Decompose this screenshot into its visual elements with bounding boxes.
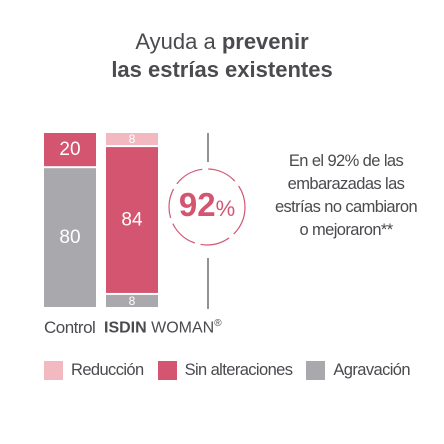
legend: Reducción Sin alteraciones Agravación — [44, 358, 424, 382]
title-line2: las estrías existentes — [111, 57, 333, 82]
bar-segment-0-1 — [44, 133, 96, 167]
legend-label-reduccion: Reducción — [71, 360, 144, 379]
bar-value-label-1-1: 84 — [121, 210, 143, 231]
legend-swatch-sin-alteraciones — [157, 360, 177, 380]
legend-item-reduccion: Reducción — [44, 360, 144, 380]
x-label-isdin-product: WOMAN — [151, 319, 215, 337]
bar-segment-1-2 — [106, 294, 158, 307]
bar-segment-0-2 — [44, 168, 96, 307]
x-label-isdin-brand: ISDIN — [104, 319, 147, 337]
percentage-badge: 92% — [171, 183, 243, 227]
chart-title: Ayuda a prevenir las estrías existentes — [0, 28, 444, 84]
registered-mark: ® — [214, 318, 222, 329]
legend-label-agravacion: Agravación — [333, 360, 410, 379]
legend-item-sin-alteraciones: Sin alteraciones — [157, 360, 293, 380]
bar-value-label-1-0: 8 — [129, 132, 136, 146]
bar-value-label-0-2: 80 — [59, 227, 80, 248]
x-label-isdin-woman: ISDIN WOMAN® — [104, 318, 222, 337]
percentage-value: 92 — [178, 186, 216, 223]
legend-swatch-agravacion — [306, 360, 326, 380]
legend-item-agravacion: Agravación — [306, 360, 411, 380]
title-line1-prefix: Ayuda a — [135, 29, 216, 54]
side-annotation: En el 92% de las embarazadas las estrías… — [274, 152, 418, 239]
percentage-ring — [168, 168, 246, 246]
title-line1-bold: prevenir — [221, 29, 309, 54]
legend-swatch-reduccion — [44, 360, 63, 380]
bar-value-label-1-2: 8 — [129, 294, 136, 308]
bar-segment-1-0 — [106, 133, 158, 146]
bar-segment-1-1 — [106, 147, 158, 293]
legend-label-sin-alteraciones: Sin alteraciones — [184, 360, 293, 379]
bar-value-label-0-1: 20 — [59, 139, 80, 160]
percentage-unit: % — [215, 196, 236, 221]
x-label-control: Control — [44, 318, 96, 337]
